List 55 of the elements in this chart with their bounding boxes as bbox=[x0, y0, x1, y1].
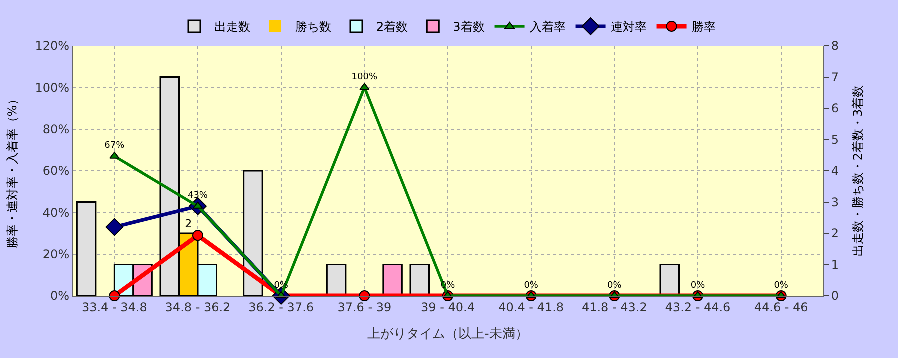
bar bbox=[243, 170, 264, 296]
y-tick-label: 120% bbox=[35, 39, 70, 54]
y-tick-label: 60% bbox=[42, 164, 70, 178]
x-tick-label: 43.2 - 44.6 bbox=[665, 300, 731, 314]
data-label: 0% bbox=[608, 280, 622, 291]
data-label: 0% bbox=[524, 280, 539, 291]
point bbox=[110, 152, 120, 159]
y2-tick-label: 5 bbox=[831, 132, 840, 147]
point bbox=[106, 218, 124, 236]
y2-tick-label: 0 bbox=[831, 289, 840, 304]
data-label: 100% bbox=[352, 72, 378, 82]
y2-tick-label: 8 bbox=[831, 39, 840, 54]
y2-tick-label: 1 bbox=[831, 258, 840, 272]
legend-label: 3着数 bbox=[453, 20, 485, 34]
data-label: 0% bbox=[774, 280, 789, 291]
x-tick-label: 37.6 - 39 bbox=[338, 300, 392, 314]
y2-tick-label: 4 bbox=[831, 164, 840, 178]
x-tick-label: 41.8 - 43.2 bbox=[582, 300, 648, 314]
y-tick-label: 20% bbox=[42, 248, 70, 262]
y-tick-label: 40% bbox=[42, 206, 70, 220]
y-axis-title: 勝率・連対率・入着率（%） bbox=[6, 93, 20, 249]
y-tick-label: 80% bbox=[42, 122, 70, 137]
legend-label: 出走数 bbox=[214, 20, 250, 34]
data-label: 67% bbox=[104, 141, 126, 152]
data-label: 0% bbox=[690, 280, 706, 291]
x-tick-label: 44.6 - 46 bbox=[754, 300, 808, 314]
x-axis-title: 上がりタイム（以上-未満） bbox=[368, 327, 528, 342]
bar bbox=[382, 264, 403, 296]
bar bbox=[660, 264, 680, 296]
point bbox=[192, 230, 204, 242]
bar bbox=[76, 202, 97, 296]
y2-tick-label: 7 bbox=[831, 70, 840, 84]
y-tick-label: 0% bbox=[50, 289, 70, 304]
data-label: 2 bbox=[185, 218, 192, 230]
legend-label: 連対率 bbox=[610, 20, 647, 34]
x-tick-label: 39 - 40.4 bbox=[421, 300, 475, 314]
data-label: 43% bbox=[188, 191, 208, 202]
y2-tick-label: 3 bbox=[831, 195, 840, 210]
legend-label: 入着率 bbox=[530, 20, 566, 34]
legend-label: 2着数 bbox=[376, 20, 408, 34]
x-tick-label: 36.2 - 37.6 bbox=[248, 300, 314, 314]
y2-tick-label: 6 bbox=[831, 102, 840, 116]
y2-tick-label: 2 bbox=[831, 226, 840, 241]
x-tick-label: 40.4 - 41.8 bbox=[498, 300, 564, 314]
legend-label: 勝率 bbox=[692, 20, 716, 34]
point bbox=[360, 83, 370, 90]
point bbox=[359, 290, 370, 302]
point bbox=[109, 290, 120, 302]
y-tick-label: 100% bbox=[35, 80, 70, 95]
y2-axis-title: 出走数・勝ち数・2着数・3着数 bbox=[850, 85, 865, 257]
legend-label: 勝ち数 bbox=[296, 20, 332, 34]
bar bbox=[410, 264, 430, 296]
x-tick-label: 33.4 - 34.8 bbox=[82, 300, 148, 314]
bar bbox=[326, 264, 347, 296]
x-tick-label: 34.8 - 36.2 bbox=[165, 300, 231, 314]
